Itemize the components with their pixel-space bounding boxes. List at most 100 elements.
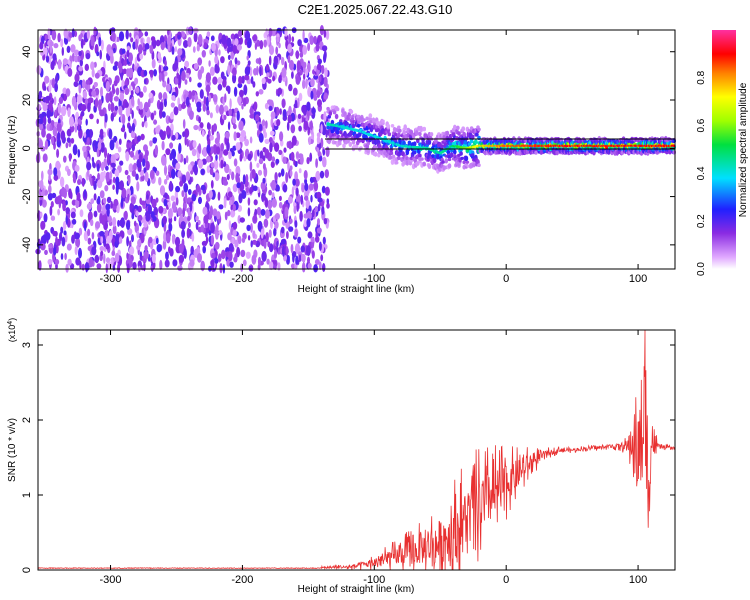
heatmap-cell [323, 111, 327, 122]
heatmap-cell [289, 169, 293, 177]
heatmap-cell [227, 54, 231, 61]
colorbar-ticks: 0.0 0.2 0.4 0.6 0.8 [696, 70, 707, 276]
heatmap-cell [63, 230, 67, 236]
heatmap-cell [206, 144, 211, 154]
heatmap-cell [68, 153, 72, 162]
heatmap-cell [270, 111, 276, 120]
heatmap-cell [159, 101, 164, 112]
heatmap-cell [223, 114, 227, 121]
heatmap-cell [120, 73, 123, 81]
heatmap-cell [211, 252, 216, 259]
heatmap-cell [163, 98, 167, 108]
heatmap-cell [402, 129, 406, 136]
heatmap-cell [249, 113, 255, 119]
heatmap-cell [92, 160, 95, 168]
heatmap-cell [78, 34, 82, 42]
heatmap-cell [176, 72, 180, 79]
heatmap-cell [195, 221, 199, 231]
heatmap-cell [366, 148, 371, 153]
heatmap-cell [307, 256, 310, 264]
heatmap-cell [286, 121, 290, 131]
heatmap-cell [307, 263, 312, 269]
heatmap-cell [177, 134, 182, 140]
heatmap-cell [235, 132, 241, 139]
heatmap-cell [288, 105, 292, 116]
heatmap-cell [78, 247, 82, 259]
heatmap-cell [249, 171, 253, 182]
heatmap-cell [202, 148, 206, 156]
heatmap-cell [165, 83, 171, 92]
heatmap-cell [79, 209, 84, 218]
heatmap-cell [349, 109, 354, 114]
heatmap-cell [131, 213, 135, 220]
spectrogram-xlabel: Height of straight line (km) [298, 284, 415, 295]
heatmap-cell [174, 76, 179, 85]
heatmap-cell [132, 261, 137, 270]
heatmap-cell [169, 180, 173, 191]
heatmap-cell [87, 102, 91, 113]
heatmap-cell [393, 132, 398, 137]
snr-frame [37, 329, 676, 571]
heatmap-cell [287, 160, 290, 172]
heatmap-cell [265, 232, 269, 243]
heatmap-cell [117, 146, 122, 153]
heatmap-cell [163, 70, 168, 77]
heatmap-cell [170, 195, 176, 202]
colorbar-label: Normalized spectral amplitude [738, 82, 749, 217]
heatmap-cell [274, 220, 279, 229]
heatmap-cell [128, 125, 133, 134]
heatmap-cell [199, 89, 204, 99]
heatmap-cell [320, 123, 323, 134]
heatmap-cell [53, 230, 58, 237]
heatmap-cell [84, 63, 90, 71]
heatmap-cell [146, 193, 149, 200]
heatmap-cell [257, 256, 262, 267]
heatmap-cell [315, 206, 318, 213]
heatmap-cell [306, 245, 311, 257]
heatmap-cell [267, 241, 271, 248]
heatmap-cell [156, 244, 162, 253]
heatmap-cell [157, 51, 161, 60]
heatmap-cell [287, 43, 292, 53]
heatmap-cell [206, 155, 211, 163]
heatmap-cell [477, 127, 481, 132]
heatmap-cell [188, 26, 192, 36]
heatmap-cell [238, 75, 243, 85]
heatmap-cell [403, 124, 408, 131]
heatmap-cell [96, 179, 103, 189]
heatmap-cell [145, 160, 150, 171]
heatmap-cell [313, 264, 318, 273]
heatmap-cell [228, 243, 234, 252]
heatmap-cell [317, 197, 323, 203]
heatmap-cell [292, 87, 298, 96]
heatmap-cell [201, 240, 208, 247]
heatmap-cell [171, 95, 176, 101]
heatmap-cell [45, 95, 51, 101]
heatmap-cell [67, 258, 72, 266]
heatmap-cell [143, 221, 148, 228]
heatmap-cell [158, 92, 163, 100]
heatmap-cell [258, 123, 263, 132]
heatmap-cell [155, 237, 159, 245]
heatmap-cell [63, 28, 69, 39]
heatmap-cell [298, 254, 302, 262]
heatmap-cell [50, 201, 54, 208]
heatmap-cell [299, 210, 303, 222]
heatmap-cell [477, 135, 481, 141]
heatmap-cell [249, 187, 253, 194]
heatmap-cell [96, 263, 102, 269]
heatmap-cell [44, 42, 47, 48]
heatmap-cell [268, 45, 275, 56]
heatmap-cell [407, 140, 412, 146]
heatmap-cell [112, 217, 117, 227]
heatmap-cell [96, 118, 99, 125]
heatmap-cell [214, 65, 220, 74]
heatmap-cell [91, 232, 95, 240]
heatmap-cell [175, 162, 181, 170]
snr-xlabel: Height of straight line (km) [298, 584, 415, 595]
heatmap-cell [232, 204, 236, 212]
heatmap-cell [177, 151, 181, 162]
heatmap-cell [125, 151, 130, 162]
heatmap-cell [324, 186, 330, 196]
heatmap-cell [279, 131, 284, 142]
